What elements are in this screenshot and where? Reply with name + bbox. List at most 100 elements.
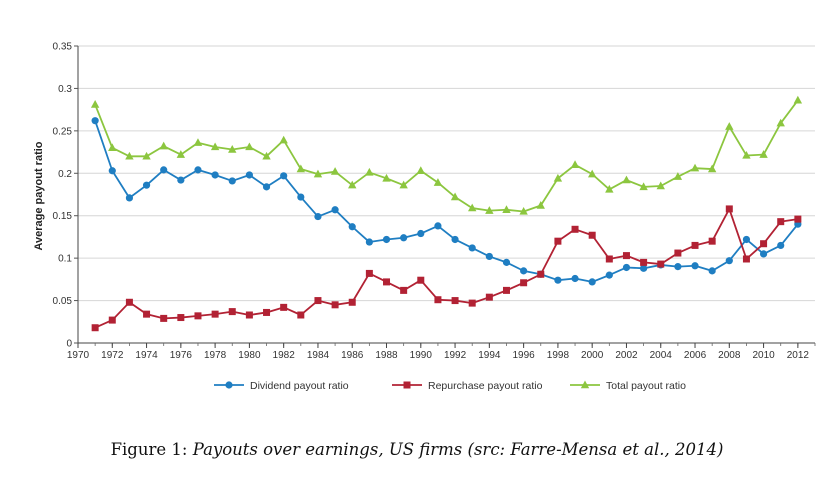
data-point xyxy=(434,222,442,230)
x-tick-label: 2008 xyxy=(718,350,741,361)
data-point xyxy=(143,310,151,318)
legend: Dividend payout ratio Repurchase payout r… xyxy=(214,380,686,392)
data-point xyxy=(502,286,510,294)
x-tick-label: 1970 xyxy=(67,350,90,361)
data-point xyxy=(228,145,237,153)
data-point xyxy=(691,241,699,249)
data-point xyxy=(759,150,768,158)
data-point xyxy=(725,257,733,265)
data-point xyxy=(690,163,700,172)
legend-label: Dividend payout ratio xyxy=(250,380,349,392)
data-point xyxy=(587,169,597,178)
payout-chart: Average payout ratio 0 0.05 0.1 0.15 0.2 0.25… xyxy=(33,42,816,392)
data-point xyxy=(177,176,185,184)
y-tick-label: 0.1 xyxy=(58,254,72,265)
data-point xyxy=(142,181,151,189)
data-point xyxy=(622,263,631,272)
data-point xyxy=(639,182,648,191)
data-point xyxy=(794,215,802,223)
data-point xyxy=(400,234,408,242)
data-point xyxy=(760,240,768,248)
grid xyxy=(78,45,815,302)
data-point xyxy=(211,171,219,179)
data-point xyxy=(502,205,511,213)
x-tick-label: 2006 xyxy=(684,350,707,361)
data-point xyxy=(554,276,562,284)
data-point xyxy=(125,151,134,160)
data-point xyxy=(580,380,590,389)
data-point xyxy=(520,267,528,275)
y-tick-label: 0.3 xyxy=(58,84,72,95)
data-point xyxy=(777,218,785,226)
data-point xyxy=(588,278,596,286)
data-point xyxy=(348,223,356,231)
data-point xyxy=(640,258,648,266)
data-point xyxy=(297,193,305,201)
x-tick-label: 1996 xyxy=(513,350,536,361)
x-tick-label: 1986 xyxy=(341,350,364,361)
data-point xyxy=(708,267,716,275)
y-tick-label: 0.05 xyxy=(53,296,73,307)
x-tick-label: 1974 xyxy=(135,350,158,361)
data-point xyxy=(485,252,493,261)
series-markers xyxy=(90,95,803,332)
caption-label: Figure 1: xyxy=(110,440,193,459)
data-point xyxy=(211,310,219,318)
data-point xyxy=(159,141,168,150)
data-point xyxy=(348,180,357,189)
data-point xyxy=(210,142,220,151)
data-point xyxy=(160,166,168,174)
x-tick-label: 1984 xyxy=(307,350,330,361)
y-tick-label: 0 xyxy=(66,339,72,350)
x-tick-label: 1978 xyxy=(204,350,227,361)
data-point xyxy=(605,271,613,279)
data-point xyxy=(403,381,411,389)
x-tick-label: 2002 xyxy=(615,350,638,361)
data-point xyxy=(383,278,391,286)
data-point xyxy=(365,238,373,246)
data-point xyxy=(708,237,716,245)
data-point xyxy=(742,255,750,263)
data-point xyxy=(225,381,233,389)
data-point xyxy=(570,160,580,168)
data-point xyxy=(777,241,785,250)
data-point xyxy=(707,164,717,173)
x-tick-label: 1998 xyxy=(547,350,570,361)
legend-label: Repurchase payout ratio xyxy=(428,380,543,392)
data-point xyxy=(434,296,442,304)
data-point xyxy=(673,172,683,180)
data-point xyxy=(674,263,682,271)
data-point xyxy=(450,192,460,201)
data-point xyxy=(382,173,391,182)
data-point xyxy=(537,270,545,278)
data-point xyxy=(417,229,425,238)
data-point xyxy=(605,184,614,193)
data-point xyxy=(313,169,323,178)
data-point xyxy=(194,166,202,174)
data-point xyxy=(280,303,288,311)
data-point xyxy=(160,314,168,322)
data-point xyxy=(468,244,476,252)
data-point xyxy=(793,95,803,104)
data-point xyxy=(279,135,288,144)
data-point xyxy=(656,181,665,190)
data-point xyxy=(622,252,630,260)
data-point xyxy=(657,260,665,268)
x-tick-label: 1982 xyxy=(273,350,296,361)
data-point xyxy=(742,235,751,244)
y-axis-label: Average payout ratio xyxy=(33,141,45,250)
data-point xyxy=(125,194,134,202)
data-point xyxy=(553,173,563,182)
y-tick-label: 0.35 xyxy=(53,42,73,53)
data-point xyxy=(520,279,528,287)
caption-text: Payouts over earnings, US firms (src: Fa… xyxy=(192,440,724,459)
data-point xyxy=(365,269,373,277)
data-point xyxy=(90,100,100,108)
data-point xyxy=(605,255,613,263)
data-point xyxy=(416,166,425,174)
data-point xyxy=(571,225,579,233)
x-ticks: 1970 1972 1974 1976 1978 1980 1982 1984 1986 1988… xyxy=(67,343,816,361)
series-line xyxy=(94,208,798,329)
data-point xyxy=(365,167,374,176)
data-point xyxy=(502,258,511,266)
